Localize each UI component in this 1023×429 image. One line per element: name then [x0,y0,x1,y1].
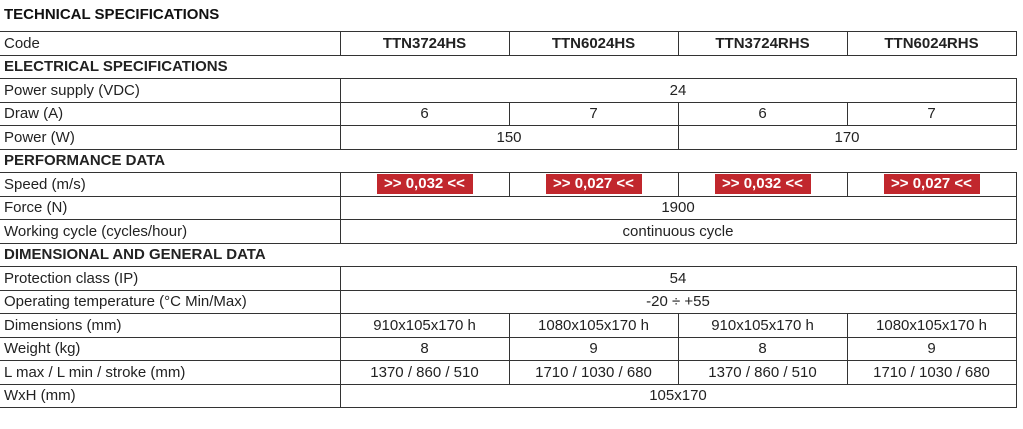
section-title: PERFORMANCE DATA [0,148,1016,173]
cell: 1710 / 1030 / 680 [508,360,679,385]
row-label: Dimensions (mm) [0,313,340,338]
cell: -20 ÷ +55 [339,289,1017,314]
row-label: Draw (A) [0,101,340,126]
cell: 9 [846,336,1017,361]
table-row: Speed (m/s) >> 0,032 << >> 0,027 << >> 0,03… [0,172,1017,197]
cell: 150 [339,125,679,150]
cell: continuous cycle [339,219,1017,244]
highlight-value: >> 0,027 << [883,174,980,195]
row-label: Speed (m/s) [0,172,340,197]
cell: 1900 [339,195,1017,220]
cell: TTN3724HS [339,31,510,56]
row-label: Force (N) [0,195,340,220]
spec-table: Code TTN3724HS TTN6024HS TTN3724RHS TTN6024R… [0,31,1017,408]
cell: 9 [508,336,679,361]
cell: 1370 / 860 / 510 [339,360,510,385]
cell: >> 0,027 << [508,172,679,197]
table-row: Operating temperature (°C Min/Max) -20 ÷ … [0,289,1017,314]
table-row: Code TTN3724HS TTN6024HS TTN3724RHS TTN6024R… [0,31,1017,56]
cell: TTN6024RHS [846,31,1017,56]
cell: 1710 / 1030 / 680 [846,360,1017,385]
highlight-value: >> 0,027 << [545,174,642,195]
table-row: Force (N) 1900 [0,195,1017,220]
cell: TTN6024HS [508,31,679,56]
highlight-value: >> 0,032 << [376,174,473,195]
row-label: Power supply (VDC) [0,78,340,103]
cell: 1370 / 860 / 510 [677,360,848,385]
row-label: L max / L min / stroke (mm) [0,360,340,385]
highlight-value: >> 0,032 << [714,174,811,195]
row-label: Operating temperature (°C Min/Max) [0,289,340,314]
cell: 1080x105x170 h [508,313,679,338]
row-label: Power (W) [0,125,340,150]
row-label: Working cycle (cycles/hour) [0,219,340,244]
cell: 7 [508,101,679,126]
cell: 910x105x170 h [339,313,510,338]
cell: 170 [677,125,1017,150]
section-title: ELECTRICAL SPECIFICATIONS [0,54,1016,79]
cell: 24 [339,78,1017,103]
section-row: ELECTRICAL SPECIFICATIONS [0,54,1016,79]
cell: 7 [846,101,1017,126]
table-row: WxH (mm) 105x170 [0,383,1017,408]
table-row: L max / L min / stroke (mm) 1370 / 860 / … [0,360,1017,385]
section-title: DIMENSIONAL AND GENERAL DATA [0,242,1016,267]
cell: 54 [339,266,1017,291]
cell: 8 [677,336,848,361]
table-row: Draw (A) 6 7 6 7 [0,101,1017,126]
table-row: Working cycle (cycles/hour) continuous cy… [0,219,1017,244]
table-row: Power supply (VDC) 24 [0,78,1017,103]
section-row: DIMENSIONAL AND GENERAL DATA [0,242,1016,267]
section-row: PERFORMANCE DATA [0,148,1016,173]
cell: 8 [339,336,510,361]
cell: 6 [677,101,848,126]
cell: >> 0,027 << [846,172,1017,197]
row-label: Protection class (IP) [0,266,340,291]
cell: 1080x105x170 h [846,313,1017,338]
cell: >> 0,032 << [677,172,848,197]
cell: 6 [339,101,510,126]
cell: >> 0,032 << [339,172,510,197]
table-row: Protection class (IP) 54 [0,266,1017,291]
table-row: Weight (kg) 8 9 8 9 [0,336,1017,361]
row-label: WxH (mm) [0,383,340,408]
row-label: Weight (kg) [0,336,340,361]
table-row: Dimensions (mm) 910x105x170 h 1080x105x170… [0,313,1017,338]
page-title: TECHNICAL SPECIFICATIONS [4,6,220,23]
cell: 105x170 [339,383,1017,408]
cell: TTN3724RHS [677,31,848,56]
row-label: Code [0,31,340,56]
table-row: Power (W) 150 170 [0,125,1017,150]
cell: 910x105x170 h [677,313,848,338]
